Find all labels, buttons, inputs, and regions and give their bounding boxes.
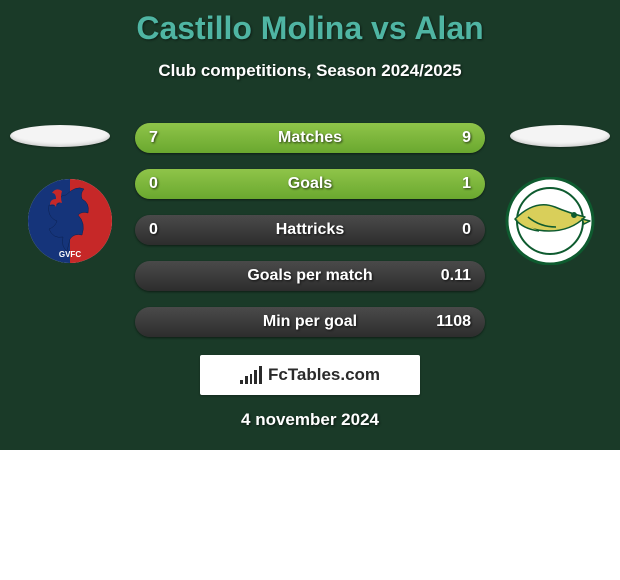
watermark: FcTables.com (200, 355, 420, 395)
stat-value-right: 0.11 (441, 261, 471, 291)
stat-label: Hattricks (135, 215, 485, 245)
stat-label: Min per goal (135, 307, 485, 337)
right-club-badge (500, 177, 600, 265)
stat-label: Goals (135, 169, 485, 199)
left-player-nameplate (10, 125, 110, 147)
stat-value-right: 1 (462, 169, 471, 199)
right-player-nameplate (510, 125, 610, 147)
left-club-badge: GVFC (20, 177, 120, 265)
stat-row: Min per goal1108 (135, 307, 485, 337)
svg-text:GVFC: GVFC (59, 250, 81, 259)
stat-label: Goals per match (135, 261, 485, 291)
page-title: Castillo Molina vs Alan (0, 0, 620, 47)
stat-row: 0Hattricks0 (135, 215, 485, 245)
stat-row: 0Goals1 (135, 169, 485, 199)
stat-value-right: 1108 (436, 307, 471, 337)
stat-rows: 7Matches90Goals10Hattricks0Goals per mat… (135, 123, 485, 353)
chart-bars-icon (240, 366, 262, 384)
stat-label: Matches (135, 123, 485, 153)
subtitle: Club competitions, Season 2024/2025 (0, 61, 620, 81)
stat-value-right: 0 (462, 215, 471, 245)
watermark-text: FcTables.com (268, 365, 380, 385)
stat-value-right: 9 (462, 123, 471, 153)
stat-row: 7Matches9 (135, 123, 485, 153)
comparison-stage: Castillo Molina vs Alan Club competition… (0, 0, 620, 450)
comparison-date: 4 november 2024 (0, 410, 620, 430)
stat-row: Goals per match0.11 (135, 261, 485, 291)
